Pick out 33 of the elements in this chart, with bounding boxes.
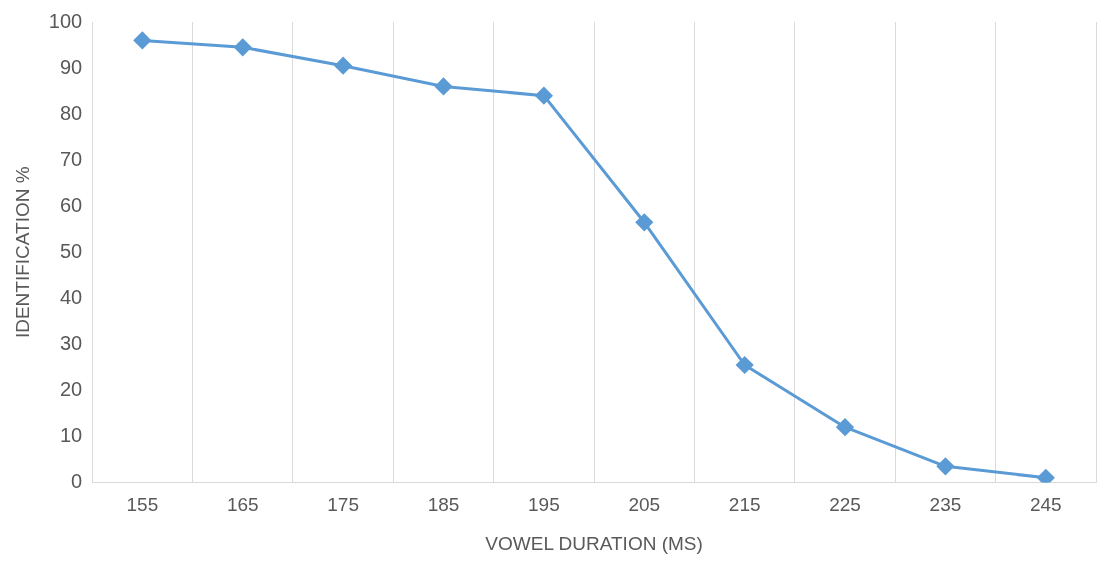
y-tick-label: 30 [59, 331, 83, 354]
y-tick-label: 40 [59, 285, 83, 308]
x-tick-label: 215 [728, 494, 761, 516]
x-tick-label: 235 [929, 494, 962, 516]
point [334, 57, 352, 75]
x-tick-label: 205 [628, 494, 661, 516]
point [736, 356, 754, 374]
point [836, 418, 854, 436]
y-tick-label: 20 [59, 377, 83, 400]
point [234, 38, 252, 56]
y-tick-label: 50 [59, 239, 83, 262]
x-tick-label: 225 [829, 494, 861, 516]
y-tick-label: 100 [48, 9, 83, 32]
y-tick-label: 60 [59, 193, 83, 216]
x-tick-label: 185 [427, 494, 460, 516]
point [535, 87, 553, 105]
y-axis-title: IDENTIFICATION % [11, 166, 33, 339]
y-tick-label: 80 [59, 101, 83, 124]
y-tick-label: 0 [71, 469, 83, 492]
point [635, 213, 653, 231]
x-axis-title: VOWEL DURATION (MS) [485, 532, 703, 554]
x-tick-label: 245 [1029, 494, 1062, 516]
point [435, 77, 453, 95]
x-tick-label: 155 [126, 494, 159, 516]
y-tick-label: 90 [59, 55, 83, 78]
y-tick-label: 10 [59, 423, 83, 446]
point [936, 457, 954, 475]
point [133, 31, 151, 49]
y-tick-label: 70 [59, 147, 83, 170]
x-tick-label: 195 [528, 494, 560, 516]
point [1037, 469, 1055, 483]
x-tick-label: 165 [226, 494, 259, 516]
x-tick-label: 175 [327, 494, 359, 516]
